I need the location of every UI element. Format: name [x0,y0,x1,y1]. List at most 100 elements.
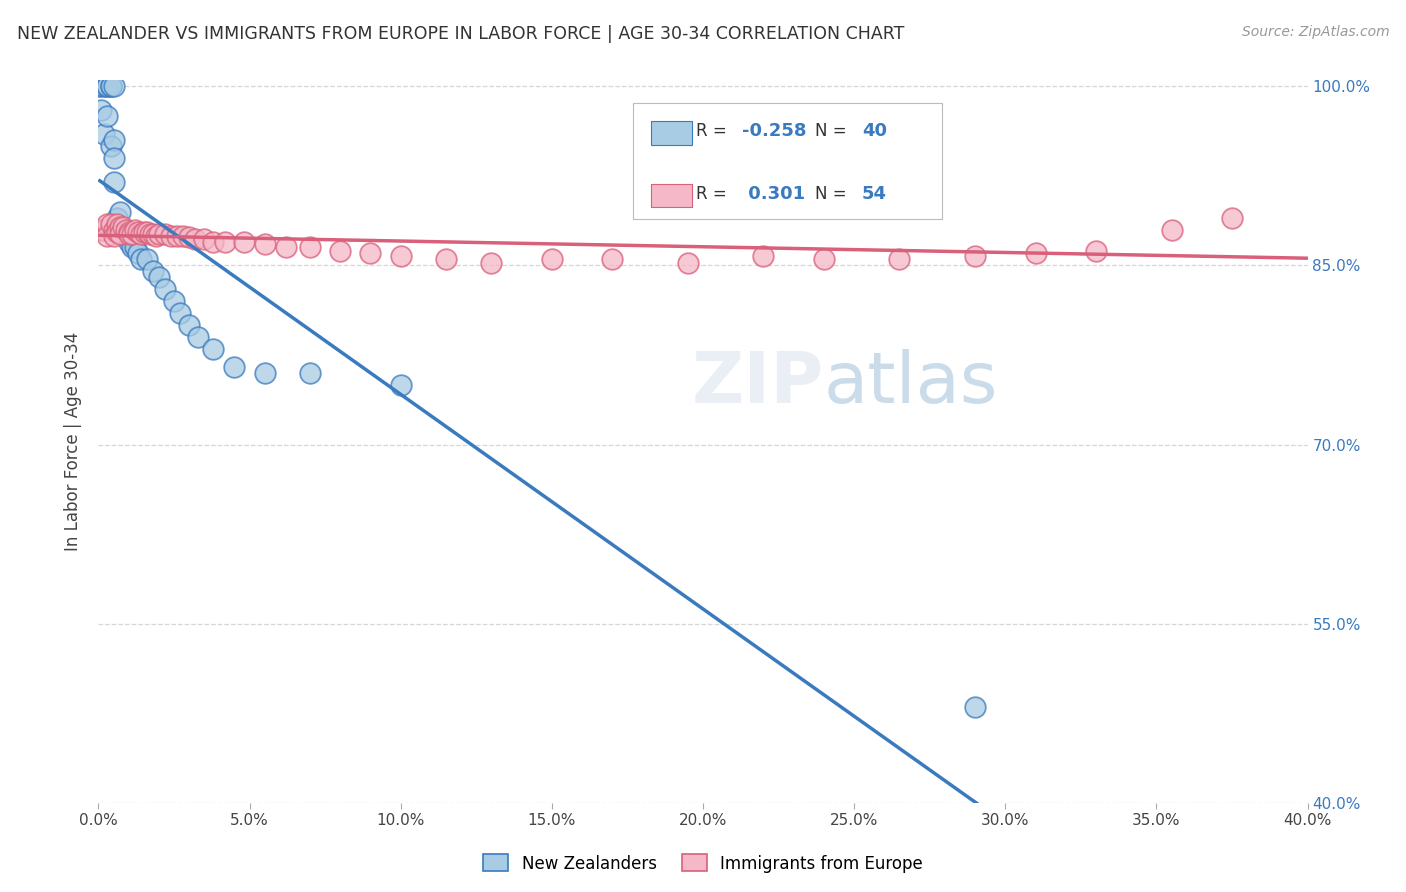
Text: N =: N = [815,185,852,202]
Point [232,235,254,249]
Point [193,232,215,246]
Point [103,175,125,189]
Point [752,249,775,263]
Point [103,151,125,165]
Point [1160,222,1182,236]
Point [103,133,125,147]
Point [105,211,128,225]
Point [118,235,141,249]
Point [1220,211,1243,225]
Text: 54: 54 [862,185,887,202]
Point [96,228,118,243]
Point [114,222,136,236]
Point [299,240,322,254]
Text: ZIP: ZIP [692,350,824,418]
Point [214,235,236,249]
Text: atlas: atlas [824,350,998,418]
Point [90,103,112,117]
Point [179,229,201,244]
Point [118,227,141,242]
Point [100,79,122,94]
Point [87,79,110,94]
Point [481,256,503,270]
Point [108,222,131,236]
Point [103,228,125,243]
Point [108,204,131,219]
Point [163,294,186,309]
Point [813,252,835,267]
Point [105,222,128,236]
Point [135,252,157,267]
Point [389,377,412,392]
Text: N =: N = [815,122,852,140]
Point [139,227,162,242]
Point [602,252,624,267]
Point [1024,246,1046,260]
Point [105,217,128,231]
Point [93,127,115,141]
Y-axis label: In Labor Force | Age 30-34: In Labor Force | Age 30-34 [65,332,83,551]
Point [90,79,112,94]
Point [187,330,209,344]
Point [100,79,122,94]
Point [96,217,118,231]
Text: 0.301: 0.301 [742,185,806,202]
Point [224,359,246,374]
Point [90,222,112,236]
Point [111,222,134,236]
Point [299,366,322,380]
Point [96,79,118,94]
Legend: New Zealanders, Immigrants from Europe: New Zealanders, Immigrants from Europe [477,847,929,880]
Point [253,236,276,251]
Point [329,244,352,258]
Point [172,228,194,243]
Point [96,109,118,123]
Text: -0.258: -0.258 [742,122,807,140]
Point [135,225,157,239]
Point [111,220,134,235]
Point [108,220,131,235]
Point [105,225,128,239]
Point [142,227,165,242]
Text: R =: R = [696,185,733,202]
Point [129,252,152,267]
Text: 40: 40 [862,122,887,140]
Point [103,222,125,236]
Point [124,240,146,254]
Text: NEW ZEALANDER VS IMMIGRANTS FROM EUROPE IN LABOR FORCE | AGE 30-34 CORRELATION C: NEW ZEALANDER VS IMMIGRANTS FROM EUROPE … [17,25,904,43]
Point [100,139,122,153]
Point [184,232,207,246]
Point [114,228,136,243]
Point [121,240,143,254]
Point [124,222,146,236]
Point [148,227,170,242]
Point [127,246,149,260]
Point [108,227,131,242]
Point [540,252,562,267]
Point [100,217,122,231]
Point [103,79,125,94]
Point [965,249,987,263]
Point [145,228,167,243]
Point [202,342,225,356]
Point [93,79,115,94]
Point [676,256,699,270]
Point [93,222,115,236]
Point [965,700,987,714]
Text: Source: ZipAtlas.com: Source: ZipAtlas.com [1241,25,1389,39]
Point [153,227,176,242]
Point [253,366,276,380]
Point [153,282,176,296]
Text: R =: R = [696,122,733,140]
Point [129,227,152,242]
Point [118,225,141,239]
Point [148,270,170,285]
Point [434,252,457,267]
Point [179,318,201,332]
Point [127,225,149,239]
Point [142,264,165,278]
Point [1085,244,1108,258]
Point [121,227,143,242]
Point [889,252,911,267]
Point [160,228,183,243]
